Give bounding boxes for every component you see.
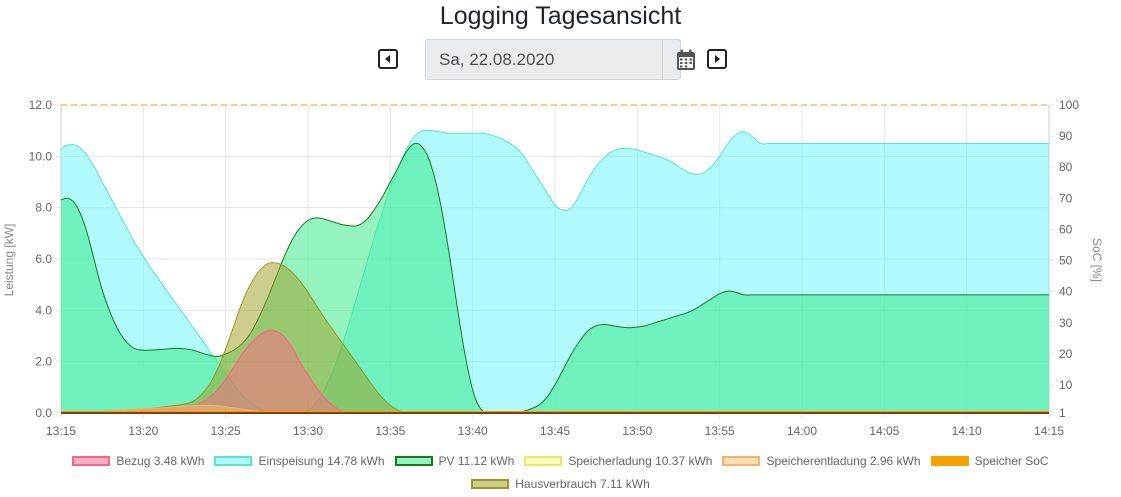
x-tick-label: 13:45 bbox=[540, 424, 570, 438]
y2-tick-label: 40 bbox=[1059, 285, 1073, 299]
y2-tick-label: 70 bbox=[1059, 191, 1073, 205]
legend-item[interactable]: Einspeisung 14.78 kWh bbox=[214, 454, 385, 468]
y2-tick-label: 100 bbox=[1059, 98, 1079, 112]
y2-tick-label: 80 bbox=[1059, 160, 1073, 174]
legend-swatch bbox=[524, 456, 563, 466]
legend-item[interactable]: Speicher SoC bbox=[930, 454, 1049, 468]
calendar-icon bbox=[677, 49, 695, 70]
legend-swatch bbox=[930, 456, 969, 466]
legend-swatch bbox=[394, 456, 433, 466]
y2-tick-label: 60 bbox=[1059, 222, 1073, 236]
x-tick-label: 13:15 bbox=[46, 424, 76, 438]
x-tick-label: 13:40 bbox=[458, 424, 488, 438]
y2-tick-label: 10 bbox=[1059, 378, 1073, 392]
x-tick-label: 13:55 bbox=[705, 424, 735, 438]
date-input[interactable] bbox=[426, 40, 662, 79]
y2-tick-label: 20 bbox=[1059, 347, 1073, 361]
x-tick-label: 14:15 bbox=[1034, 424, 1064, 438]
legend-item[interactable]: Speicherladung 10.37 kWh bbox=[524, 454, 712, 468]
chart-axes: 13:15 13:20 13:25 13:30 13:35 13:40 13:45 13:50… bbox=[29, 98, 1080, 438]
legend-label: Bezug 3.48 kWh bbox=[116, 454, 205, 468]
y2-tick-label: 1 bbox=[1059, 406, 1066, 420]
x-tick-label: 13:35 bbox=[375, 424, 405, 438]
calendar-button[interactable] bbox=[662, 40, 695, 79]
energy-chart: 13:15 13:20 13:25 13:30 13:35 13:40 13:45 13:50… bbox=[2, 98, 1104, 438]
legend-label: Speicherladung 10.37 kWh bbox=[568, 454, 713, 468]
legend-swatch bbox=[72, 456, 111, 466]
page-title: Logging Tagesansicht bbox=[439, 2, 682, 30]
x-tick-label: 14:05 bbox=[869, 424, 899, 438]
date-picker[interactable] bbox=[425, 39, 695, 80]
legend-item[interactable]: Hausverbrauch 7.11 kWh bbox=[471, 477, 650, 491]
next-day-button[interactable] bbox=[707, 49, 727, 69]
legend-item[interactable]: PV 11.12 kWh bbox=[394, 454, 515, 468]
caret-right-icon bbox=[715, 55, 720, 63]
x-tick-label: 13:20 bbox=[128, 424, 158, 438]
legend-swatch bbox=[722, 456, 761, 466]
y-axis-label: Leistung [kW] bbox=[2, 224, 16, 297]
x-tick-label: 13:25 bbox=[211, 424, 241, 438]
y2-tick-label: 90 bbox=[1059, 129, 1073, 143]
y-tick-label: 4.0 bbox=[35, 303, 52, 317]
legend-label: Einspeisung 14.78 kWh bbox=[258, 454, 385, 468]
y-tick-label: 2.0 bbox=[35, 355, 52, 369]
chart-series bbox=[60, 104, 1049, 414]
legend-item[interactable]: Speicherentladung 2.96 kWh bbox=[722, 454, 921, 468]
x-tick-label: 13:50 bbox=[622, 424, 652, 438]
legend-swatch bbox=[471, 479, 510, 489]
caret-left-icon bbox=[385, 55, 390, 63]
y-tick-label: 12.0 bbox=[29, 98, 53, 112]
y2-axis-label: SoC [%] bbox=[1090, 238, 1104, 282]
series-area-bezug bbox=[61, 330, 1049, 413]
x-tick-label: 14:10 bbox=[952, 424, 982, 438]
y-tick-label: 6.0 bbox=[35, 252, 52, 266]
legend-label: PV 11.12 kWh bbox=[438, 454, 515, 468]
legend-item[interactable]: Bezug 3.48 kWh bbox=[72, 454, 204, 468]
legend-label: Speicher SoC bbox=[974, 454, 1049, 468]
y-tick-label: 0.0 bbox=[35, 406, 52, 420]
legend-label: Hausverbrauch 7.11 kWh bbox=[515, 477, 650, 491]
legend-swatch bbox=[214, 456, 253, 466]
y2-tick-label: 50 bbox=[1059, 254, 1073, 268]
y-tick-label: 8.0 bbox=[35, 201, 52, 215]
y2-tick-label: 30 bbox=[1059, 316, 1073, 330]
x-tick-label: 13:30 bbox=[293, 424, 323, 438]
y-tick-label: 10.0 bbox=[29, 149, 53, 163]
x-tick-label: 14:00 bbox=[787, 424, 817, 438]
legend-label: Speicherentladung 2.96 kWh bbox=[766, 454, 921, 468]
previous-day-button[interactable] bbox=[378, 49, 398, 69]
chart-legend: Bezug 3.48 kWh Einspeisung 14.78 kWh PV 11… bbox=[0, 451, 1121, 494]
